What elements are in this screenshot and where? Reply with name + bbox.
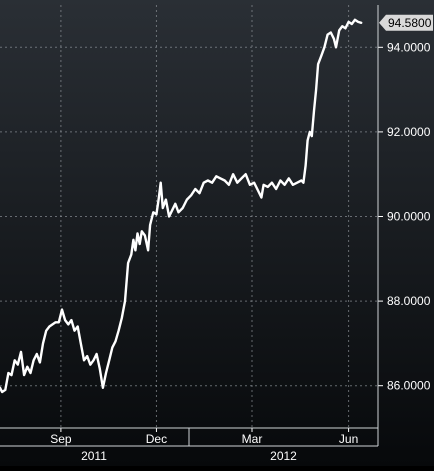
y-tick-label: 90.0000 [387, 210, 431, 224]
x-tick-label: Jun [339, 432, 358, 446]
x-tick-label: Sep [50, 432, 72, 446]
y-tick-label: 94.0000 [387, 40, 431, 54]
x-tick-label: Mar [242, 432, 263, 446]
year-label: 2011 [81, 449, 107, 463]
x-tick-label: Dec [146, 432, 167, 446]
labels: 86.0000 88.0000 90.0000 92.0000 94.0000 Sep De… [50, 14, 433, 463]
year-label: 2012 [270, 449, 297, 463]
y-tick-label: 92.0000 [387, 125, 431, 139]
series-layer [0, 18, 363, 394]
last-value-label: 94.5800 [388, 16, 432, 30]
last-value-box [379, 14, 433, 31]
y-tick-label: 86.0000 [387, 379, 431, 393]
y-tick-label: 88.0000 [387, 294, 431, 308]
axes [0, 5, 383, 447]
series-line [0, 18, 363, 394]
grid [0, 5, 378, 428]
